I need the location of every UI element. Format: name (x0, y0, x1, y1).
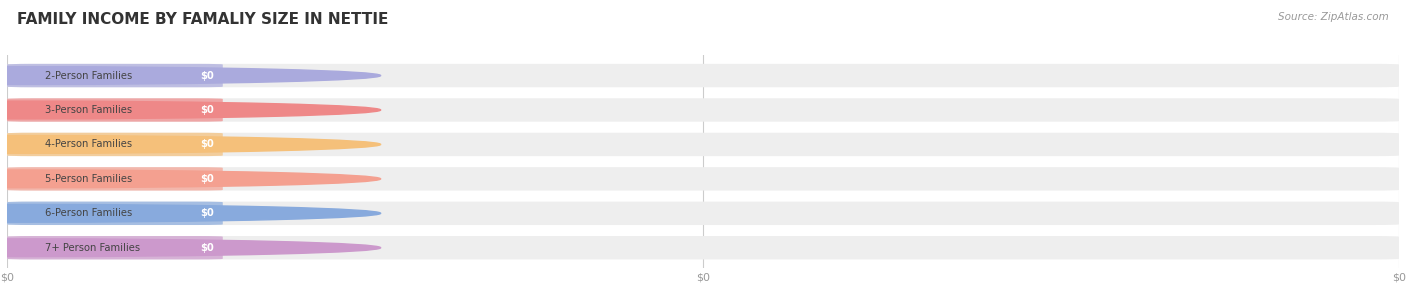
FancyBboxPatch shape (7, 64, 1399, 87)
Text: $0: $0 (201, 208, 215, 218)
Circle shape (0, 67, 381, 84)
FancyBboxPatch shape (7, 202, 222, 225)
Text: 6-Person Families: 6-Person Families (45, 208, 132, 218)
Text: $0: $0 (201, 70, 215, 81)
Text: $0: $0 (201, 243, 215, 253)
Circle shape (0, 135, 381, 153)
FancyBboxPatch shape (7, 133, 1399, 156)
FancyBboxPatch shape (7, 98, 1399, 122)
FancyBboxPatch shape (7, 167, 1399, 191)
Text: $0: $0 (201, 139, 215, 149)
Text: 5-Person Families: 5-Person Families (45, 174, 132, 184)
FancyBboxPatch shape (7, 236, 222, 260)
Text: 7+ Person Families: 7+ Person Families (45, 243, 139, 253)
FancyBboxPatch shape (7, 236, 1399, 260)
Circle shape (0, 239, 381, 257)
Text: 3-Person Families: 3-Person Families (45, 105, 132, 115)
FancyBboxPatch shape (7, 64, 222, 87)
Text: Source: ZipAtlas.com: Source: ZipAtlas.com (1278, 12, 1389, 22)
FancyBboxPatch shape (7, 167, 222, 191)
Text: 2-Person Families: 2-Person Families (45, 70, 132, 81)
Text: $0: $0 (201, 105, 215, 115)
FancyBboxPatch shape (7, 202, 1399, 225)
Text: FAMILY INCOME BY FAMALIY SIZE IN NETTIE: FAMILY INCOME BY FAMALIY SIZE IN NETTIE (17, 12, 388, 27)
Text: 4-Person Families: 4-Person Families (45, 139, 132, 149)
FancyBboxPatch shape (7, 133, 222, 156)
Circle shape (0, 101, 381, 119)
Circle shape (0, 204, 381, 222)
FancyBboxPatch shape (7, 98, 222, 122)
Text: $0: $0 (201, 174, 215, 184)
Circle shape (0, 170, 381, 188)
